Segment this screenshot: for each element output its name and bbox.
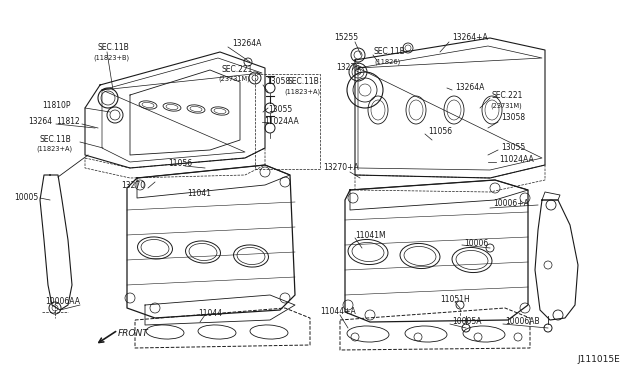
Text: SEC.11B: SEC.11B bbox=[288, 77, 320, 87]
Text: 15255: 15255 bbox=[334, 33, 358, 42]
Text: 10006+A: 10006+A bbox=[493, 199, 529, 208]
Text: SEC.11B: SEC.11B bbox=[374, 48, 406, 57]
Text: 11024AA: 11024AA bbox=[499, 154, 534, 164]
Text: (23731M): (23731M) bbox=[218, 76, 250, 82]
Text: SEC.221: SEC.221 bbox=[221, 64, 252, 74]
Text: (11826): (11826) bbox=[374, 59, 400, 65]
Text: (23731M): (23731M) bbox=[490, 103, 522, 109]
Text: J111015E: J111015E bbox=[577, 356, 620, 365]
Text: 11041: 11041 bbox=[187, 189, 211, 198]
Text: SEC.11B: SEC.11B bbox=[40, 135, 72, 144]
Text: 11044: 11044 bbox=[198, 308, 222, 317]
Text: 10005A: 10005A bbox=[452, 317, 481, 326]
Text: 10006AB: 10006AB bbox=[505, 317, 540, 326]
Text: 10006AA: 10006AA bbox=[45, 298, 80, 307]
Text: 13270: 13270 bbox=[121, 180, 145, 189]
Text: 11044+A: 11044+A bbox=[320, 308, 356, 317]
Text: 13276: 13276 bbox=[336, 62, 360, 71]
Text: 13264A: 13264A bbox=[455, 83, 484, 92]
Text: 13270+A: 13270+A bbox=[323, 164, 359, 173]
Text: 11041M: 11041M bbox=[355, 231, 386, 240]
Text: 11051H: 11051H bbox=[440, 295, 470, 305]
Text: SEC.11B: SEC.11B bbox=[97, 44, 129, 52]
Text: (11823+A): (11823+A) bbox=[284, 89, 320, 95]
Text: 13264+A: 13264+A bbox=[452, 33, 488, 42]
Text: 13055: 13055 bbox=[501, 144, 525, 153]
Text: 10005: 10005 bbox=[14, 193, 38, 202]
Text: 11056: 11056 bbox=[168, 160, 192, 169]
Text: SEC.221: SEC.221 bbox=[492, 92, 524, 100]
Text: (11823+B): (11823+B) bbox=[93, 55, 129, 61]
Text: 11810P: 11810P bbox=[42, 102, 70, 110]
Text: 13264A: 13264A bbox=[232, 39, 261, 48]
Text: 11056: 11056 bbox=[428, 126, 452, 135]
Text: 13264: 13264 bbox=[28, 118, 52, 126]
Text: 11024AA: 11024AA bbox=[264, 116, 299, 125]
Text: 13058: 13058 bbox=[266, 77, 290, 87]
Bar bbox=[255, 74, 320, 169]
Text: 13058: 13058 bbox=[501, 113, 525, 122]
Text: FRONT: FRONT bbox=[118, 330, 148, 339]
Text: 13055: 13055 bbox=[268, 106, 292, 115]
Text: 11812: 11812 bbox=[56, 118, 80, 126]
Text: 10006: 10006 bbox=[464, 238, 488, 247]
Text: (11823+A): (11823+A) bbox=[36, 146, 72, 152]
